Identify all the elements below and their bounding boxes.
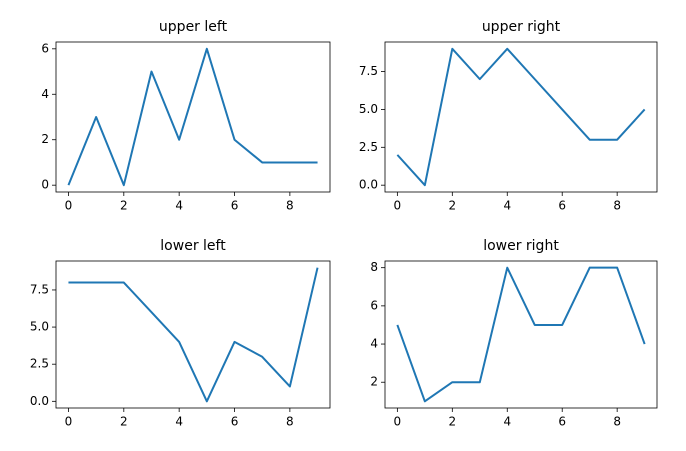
x-tick-label: 8 xyxy=(286,415,294,429)
y-tick-label: 2.5 xyxy=(359,140,378,154)
subplot-title: upper left xyxy=(159,19,228,35)
x-tick-label: 6 xyxy=(231,415,239,429)
y-tick-label: 7.5 xyxy=(359,64,378,78)
axes-frame xyxy=(55,41,331,193)
x-tick-label: 2 xyxy=(448,415,456,429)
x-tick-label: 6 xyxy=(231,199,239,213)
subplot-title: upper right xyxy=(482,19,561,35)
data-line xyxy=(68,267,319,403)
x-tick-label: 2 xyxy=(120,415,128,429)
data-line xyxy=(396,266,646,403)
y-tick-label: 6 xyxy=(41,41,49,55)
x-tick-label: 0 xyxy=(65,415,73,429)
x-tick-label: 6 xyxy=(558,415,566,429)
x-tick-label: 6 xyxy=(558,199,566,213)
y-tick-label: 4 xyxy=(41,87,49,101)
axes-frame xyxy=(384,41,658,193)
x-tick-label: 4 xyxy=(175,199,183,213)
subplot-title: lower right xyxy=(483,238,559,254)
subplot-title: lower left xyxy=(160,238,226,254)
x-tick-label: 2 xyxy=(448,199,456,213)
axes-frame xyxy=(55,260,331,409)
y-tick-label: 2 xyxy=(41,132,49,146)
y-tick-label: 2.5 xyxy=(30,357,49,371)
x-tick-label: 4 xyxy=(503,199,511,213)
x-tick-label: 8 xyxy=(286,199,294,213)
y-tick-label: 6 xyxy=(370,298,378,312)
x-tick-label: 8 xyxy=(613,199,621,213)
data-line xyxy=(67,47,318,187)
axes-frame xyxy=(384,260,658,409)
x-tick-label: 2 xyxy=(120,199,128,213)
x-tick-label: 0 xyxy=(394,199,402,213)
x-tick-label: 0 xyxy=(394,415,402,429)
y-tick-label: 5.0 xyxy=(359,102,378,116)
x-tick-label: 4 xyxy=(503,415,511,429)
x-tick-label: 4 xyxy=(175,415,183,429)
y-tick-label: 2 xyxy=(370,375,378,389)
y-tick-label: 7.5 xyxy=(30,282,49,296)
y-tick-label: 4 xyxy=(370,337,378,351)
data-line xyxy=(396,47,646,187)
y-tick-label: 5.0 xyxy=(30,320,49,334)
y-tick-label: 0 xyxy=(41,178,49,192)
y-tick-label: 0.0 xyxy=(30,394,49,408)
y-tick-label: 8 xyxy=(370,260,378,274)
y-tick-label: 0.0 xyxy=(359,178,378,192)
x-tick-label: 0 xyxy=(65,199,73,213)
x-tick-label: 8 xyxy=(613,415,621,429)
